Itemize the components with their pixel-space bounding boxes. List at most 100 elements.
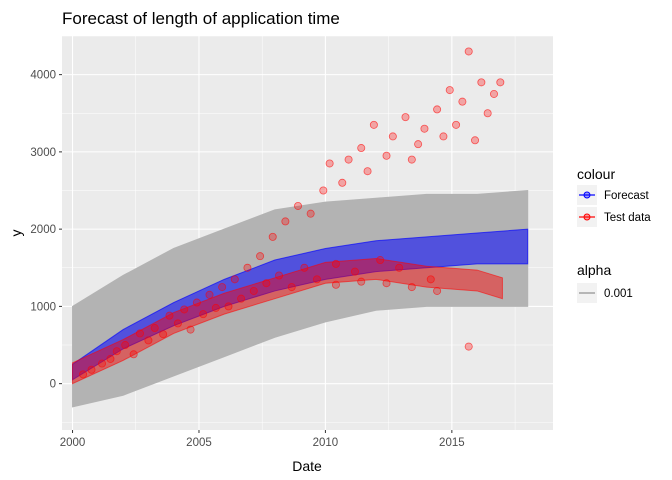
test-data-polygon <box>72 257 503 385</box>
test-data-point <box>256 252 265 261</box>
test-data-point <box>382 151 391 160</box>
test-data-point <box>382 279 391 288</box>
y-axis-ticks: 0 1000 2000 3000 4000 <box>30 70 62 391</box>
test-data-point <box>173 319 182 328</box>
y-tick-label: 4000 <box>30 70 56 82</box>
test-data-point <box>496 78 505 87</box>
test-data-point <box>471 136 480 145</box>
test-data-point <box>407 155 416 164</box>
test-data-point <box>350 267 359 276</box>
test-data-point <box>477 78 486 87</box>
y-tick-label: 2000 <box>30 224 56 236</box>
test-data-point <box>218 283 227 292</box>
test-data-point <box>249 286 258 295</box>
test-data-point <box>376 256 385 265</box>
test-data-point <box>426 275 435 284</box>
legend: colour Forecast Test data alpha 0.001 <box>577 166 651 303</box>
test-data-point <box>331 280 340 289</box>
test-data-point <box>294 201 303 210</box>
test-data-point <box>433 286 442 295</box>
test-data-point <box>452 120 461 129</box>
x-tick-label: 2010 <box>313 437 339 449</box>
y-tick-label: 0 <box>50 379 56 391</box>
test-data-point <box>230 275 239 284</box>
test-data-point <box>275 271 284 280</box>
test-data-point <box>87 365 96 374</box>
legend-point-forecast <box>583 191 591 199</box>
x-axis-title: Date <box>292 458 322 474</box>
x-tick-label: 2000 <box>60 437 86 449</box>
legend-alpha-title: alpha <box>577 262 611 278</box>
test-data-point <box>363 167 372 176</box>
test-data-point <box>306 209 315 218</box>
legend-label-alpha: 0.001 <box>604 288 633 300</box>
test-data-point <box>98 359 107 368</box>
test-data-point <box>112 347 121 356</box>
test-data-point <box>312 275 321 284</box>
forecast-polygon <box>72 228 529 381</box>
test-data-point <box>464 342 473 351</box>
test-data-point <box>268 232 277 241</box>
test-data-point <box>224 302 233 311</box>
test-data-point <box>150 324 159 333</box>
x-tick-label: 2005 <box>186 437 212 449</box>
test-data-point <box>489 89 498 98</box>
test-data-point <box>180 305 189 314</box>
test-data-point <box>129 350 138 359</box>
test-data-point <box>331 259 340 268</box>
test-data-point <box>388 132 397 141</box>
test-data-point <box>439 132 448 141</box>
y-tick-label: 3000 <box>30 147 56 159</box>
test-data-point <box>445 86 454 95</box>
y-tick-label: 1000 <box>30 301 56 313</box>
test-data-point <box>79 370 88 379</box>
test-data-point <box>243 263 252 272</box>
forecast-band <box>72 228 529 381</box>
test-data-point <box>106 354 115 363</box>
test-data-point <box>369 120 378 129</box>
test-data-point <box>300 263 309 272</box>
test-data-point <box>186 325 195 334</box>
y-axis-title: y <box>8 230 24 237</box>
test-data-point <box>464 47 473 56</box>
legend-label-test-data: Test data <box>604 212 651 224</box>
test-data-point <box>287 283 296 292</box>
test-data-point <box>237 294 246 303</box>
test-data-point <box>357 144 366 153</box>
test-data-point <box>357 277 366 286</box>
test-data-point <box>159 330 168 339</box>
test-data-point <box>338 178 347 187</box>
legend-label-forecast: Forecast <box>604 190 650 202</box>
legend-entry-forecast: Forecast <box>577 185 650 205</box>
test-data-point <box>205 290 214 299</box>
chart-title: Forecast of length of application time <box>62 9 340 28</box>
test-data-point <box>395 263 404 272</box>
x-tick-label: 2015 <box>439 437 465 449</box>
legend-colour-title: colour <box>577 166 615 182</box>
test-data-point <box>433 105 442 114</box>
legend-point-test-data <box>583 213 591 221</box>
legend-entry-alpha: 0.001 <box>577 283 633 303</box>
test-data-point <box>144 336 153 345</box>
test-data-point <box>483 109 492 118</box>
test-data-point <box>192 298 201 307</box>
test-data-point <box>344 155 353 164</box>
test-data-point <box>262 279 271 288</box>
test-data-point <box>420 124 429 133</box>
legend-entry-test-data: Test data <box>577 207 651 227</box>
test-data-point <box>401 113 410 122</box>
test-data-point <box>458 97 467 106</box>
test-data-point <box>325 159 334 168</box>
test-data-point <box>407 283 416 292</box>
test-data-point <box>319 186 328 195</box>
test-data-point <box>135 329 144 338</box>
x-axis-ticks: 2000 2005 2010 2015 <box>60 430 465 449</box>
test-data-point <box>211 303 220 312</box>
test-data-points <box>79 47 505 379</box>
test-data-band <box>72 257 503 385</box>
test-data-point <box>199 310 208 319</box>
test-data-point <box>121 341 130 350</box>
test-data-point <box>281 217 290 226</box>
test-data-point <box>165 311 174 320</box>
